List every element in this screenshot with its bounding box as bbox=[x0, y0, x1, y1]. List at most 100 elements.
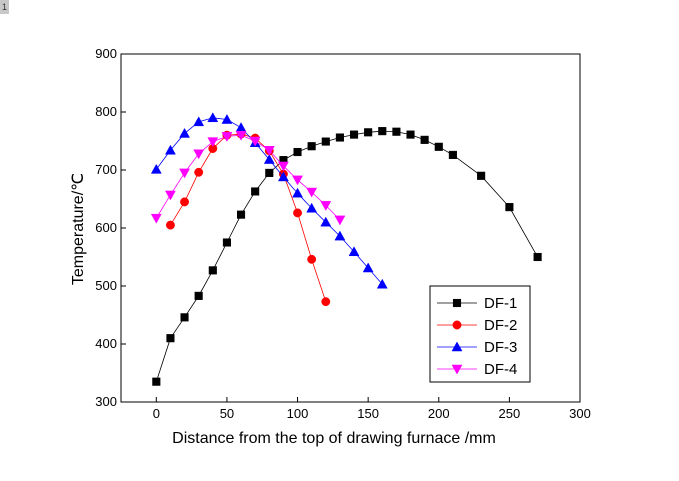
data-point bbox=[165, 144, 176, 155]
data-point bbox=[180, 313, 189, 322]
data-point bbox=[292, 175, 303, 186]
y-axis-title: Temperature/℃ bbox=[70, 173, 87, 285]
data-point bbox=[235, 122, 247, 132]
legend: DF-1 DF-2 DF-3 DF-4 bbox=[429, 285, 531, 383]
data-point bbox=[236, 210, 246, 219]
data-point bbox=[263, 154, 275, 164]
x-tick-label: 0 bbox=[153, 406, 160, 421]
data-point bbox=[193, 116, 205, 127]
legend-item: DF-1 bbox=[437, 295, 517, 312]
data-point bbox=[277, 171, 289, 182]
data-point bbox=[349, 130, 359, 139]
x-tick-label: 50 bbox=[220, 406, 234, 421]
data-point bbox=[406, 130, 415, 139]
data-point bbox=[307, 142, 316, 151]
data-point bbox=[207, 112, 219, 123]
data-point bbox=[165, 190, 176, 201]
data-point bbox=[334, 230, 346, 241]
x-tick-label: 300 bbox=[569, 406, 591, 421]
legend-label: DF-2 bbox=[484, 317, 517, 334]
series-df-1 bbox=[152, 127, 542, 386]
data-point bbox=[166, 334, 175, 343]
data-point bbox=[222, 238, 231, 247]
legend-marker bbox=[451, 341, 463, 352]
data-point bbox=[293, 147, 302, 157]
x-tick-label: 200 bbox=[428, 406, 450, 421]
series-df-4 bbox=[150, 130, 346, 226]
data-point bbox=[194, 167, 204, 177]
x-tick-label: 150 bbox=[357, 406, 379, 421]
data-point bbox=[378, 127, 387, 136]
axis-ticks: 0 50 100 150 200 250 300 300 400 500 600 700 800 900 bbox=[95, 46, 591, 421]
data-point bbox=[180, 197, 190, 207]
legend-label: DF-4 bbox=[484, 361, 517, 378]
data-point bbox=[194, 291, 203, 300]
data-point bbox=[207, 137, 219, 148]
data-point bbox=[376, 278, 388, 289]
series-df-3 bbox=[150, 112, 388, 289]
data-point bbox=[165, 220, 175, 230]
y-tick-label: 500 bbox=[95, 278, 117, 293]
legend-label: DF-3 bbox=[484, 339, 517, 356]
data-point bbox=[335, 133, 344, 142]
data-point bbox=[348, 246, 360, 257]
data-point bbox=[334, 215, 346, 226]
y-tick-label: 300 bbox=[95, 394, 117, 409]
data-point bbox=[392, 127, 401, 136]
y-tick-label: 900 bbox=[95, 46, 117, 61]
data-point bbox=[292, 187, 303, 198]
data-point bbox=[364, 128, 373, 137]
data-point bbox=[235, 130, 247, 141]
corner-badge: 1 bbox=[0, 0, 9, 14]
data-point bbox=[263, 146, 275, 156]
data-point bbox=[208, 266, 217, 275]
y-tick-label: 800 bbox=[95, 104, 117, 119]
data-point bbox=[448, 150, 457, 159]
legend-item: DF-2 bbox=[437, 317, 517, 334]
data-point bbox=[306, 202, 318, 213]
data-point bbox=[221, 132, 233, 142]
legend-box bbox=[429, 285, 531, 383]
data-point bbox=[306, 187, 318, 198]
data-point bbox=[362, 262, 374, 273]
data-point bbox=[293, 208, 302, 218]
legend-item: DF-3 bbox=[437, 339, 517, 356]
data-point bbox=[152, 377, 161, 386]
x-tick-label: 250 bbox=[499, 406, 521, 421]
data-point bbox=[321, 297, 331, 307]
y-tick-label: 400 bbox=[95, 336, 117, 351]
data-point bbox=[320, 216, 332, 227]
data-point bbox=[505, 203, 514, 212]
series-df-2 bbox=[165, 129, 331, 307]
data-point bbox=[434, 142, 443, 151]
data-point bbox=[533, 252, 542, 262]
data-point bbox=[249, 136, 261, 147]
legend-marker bbox=[452, 298, 462, 308]
series-layer bbox=[150, 112, 542, 386]
legend-marker bbox=[452, 320, 462, 330]
data-point bbox=[179, 127, 190, 138]
data-point bbox=[150, 163, 162, 174]
y-tick-label: 700 bbox=[95, 162, 117, 177]
y-tick-label: 600 bbox=[95, 220, 117, 235]
data-point bbox=[477, 171, 486, 180]
data-point bbox=[193, 149, 205, 160]
legend-label: DF-1 bbox=[484, 295, 517, 312]
data-point bbox=[251, 187, 260, 196]
data-point bbox=[179, 168, 190, 179]
data-point bbox=[150, 213, 162, 224]
data-point bbox=[320, 201, 332, 211]
data-point bbox=[307, 254, 317, 264]
series-line bbox=[170, 133, 327, 302]
data-point bbox=[265, 168, 274, 177]
data-point bbox=[420, 135, 429, 144]
x-tick-label: 100 bbox=[287, 406, 309, 421]
series-line bbox=[155, 117, 383, 285]
legend-marker bbox=[451, 364, 463, 375]
data-point bbox=[277, 161, 289, 172]
legend-item: DF-4 bbox=[437, 361, 517, 378]
data-point bbox=[321, 137, 330, 146]
data-point bbox=[221, 114, 233, 124]
x-axis-title: Distance from the top of drawing furnace… bbox=[172, 430, 496, 447]
